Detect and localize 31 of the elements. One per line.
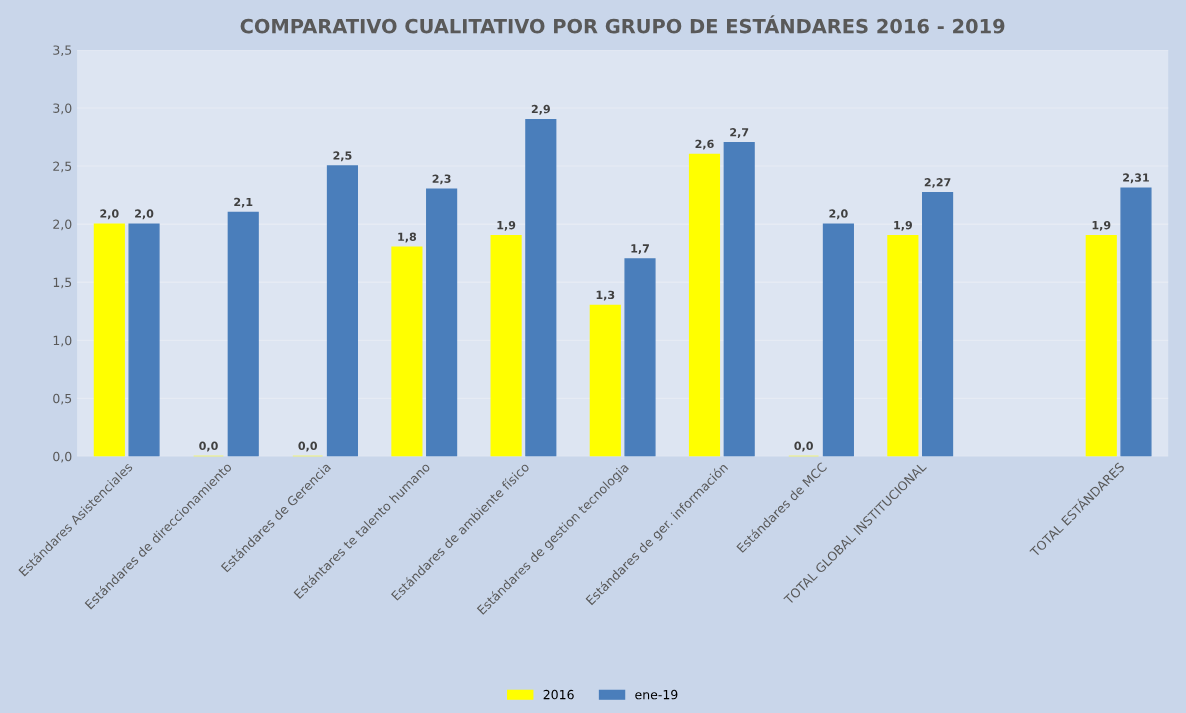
legend-label: 2016	[543, 689, 574, 700]
data-label: 1,8	[398, 232, 417, 243]
data-label: 2,3	[432, 174, 451, 185]
data-label: 2,5	[333, 151, 352, 162]
chart-title: COMPARATIVO CUALITATIVO POR GRUPO DE ESTÁNDARES 2016 - 2019	[240, 15, 1005, 34]
y-tick-label: 0,0	[53, 451, 72, 463]
data-label: 2,27	[924, 178, 951, 188]
data-label: 1,9	[497, 220, 516, 231]
data-label: 2,0	[829, 209, 848, 220]
data-label: 0,0	[199, 441, 218, 452]
data-label: 2,7	[730, 128, 749, 138]
y-tick-label: 2,0	[53, 219, 72, 231]
legend-label: ene-19	[635, 689, 678, 700]
data-label: 0,0	[794, 441, 813, 452]
data-label: 1,9	[894, 220, 912, 231]
data-label: 2,0	[135, 209, 154, 220]
data-label: 1,7	[631, 244, 649, 255]
y-tick-label: 3,5	[53, 45, 72, 57]
data-label: 2,0	[100, 209, 119, 220]
y-tick-label: 0,5	[53, 393, 72, 405]
data-label: 0,0	[298, 441, 318, 452]
y-tick-label: 1,5	[53, 277, 72, 289]
data-label: 2,1	[234, 197, 253, 208]
data-label: 2,31	[1123, 173, 1149, 184]
data-label: 2,6	[695, 139, 714, 150]
data-label: 1,3	[596, 290, 615, 301]
data-label: 2,9	[531, 104, 550, 115]
y-tick-label: 2,5	[53, 161, 72, 173]
y-tick-label: 3,0	[53, 103, 72, 115]
y-tick-label: 1,0	[53, 335, 72, 347]
data-label: 1,9	[1092, 220, 1111, 231]
